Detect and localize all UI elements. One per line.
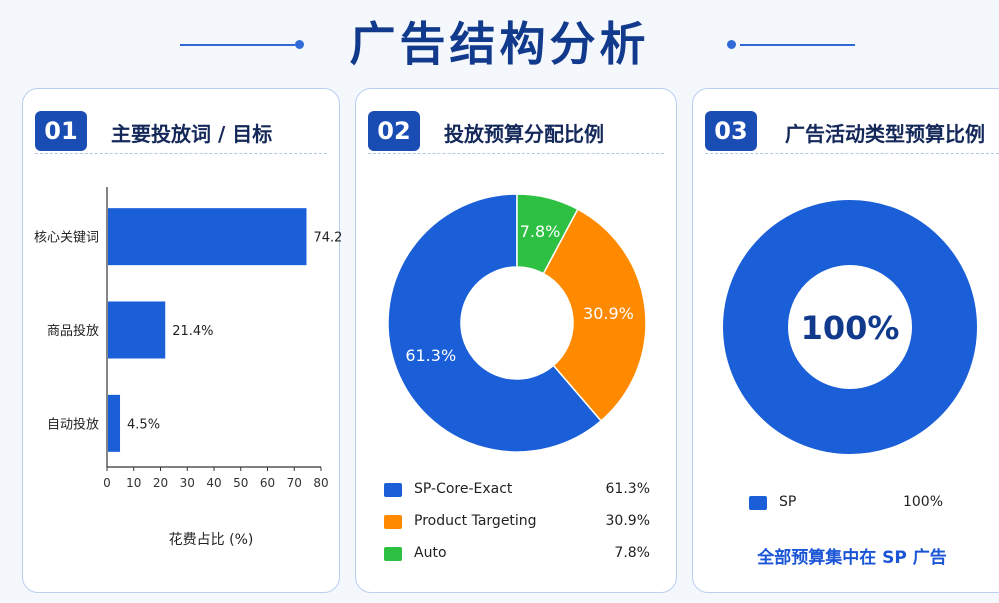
x-axis-label: 花费占比 (%) xyxy=(169,532,254,548)
bar-value-label: 4.5% xyxy=(127,417,160,432)
y-tick-label: 商品投放 xyxy=(47,323,99,339)
title-decoration-line-right xyxy=(740,44,855,46)
title-decoration-dot-right xyxy=(727,40,736,49)
x-tick-label: 0 xyxy=(103,476,111,490)
legend-item-auto: Auto 7.8% xyxy=(384,545,650,567)
card-number-badge: 03 xyxy=(705,111,757,151)
card-header: 01 主要投放词 / 目标 xyxy=(35,103,327,154)
x-tick-label: 70 xyxy=(287,476,302,490)
legend-label: SP-Core-Exact xyxy=(414,481,513,497)
donut-chart-allocation: 61.3% 30.9% 7.8% xyxy=(387,193,647,453)
legend-value: 61.3% xyxy=(605,481,650,497)
page-header: 广告结构分析 xyxy=(0,0,999,82)
x-tick-label: 60 xyxy=(260,476,275,490)
bar-value-label: 74.2% xyxy=(313,231,341,246)
legend-value: 30.9% xyxy=(605,513,650,529)
card-header: 03 广告活动类型预算比例 xyxy=(705,103,999,154)
bar-value-label: 21.4% xyxy=(172,324,213,339)
page-title: 广告结构分析 xyxy=(349,17,650,71)
legend-label: Product Targeting xyxy=(414,513,537,529)
y-tick-label: 核心关键词 xyxy=(34,231,99,246)
card-number-badge: 01 xyxy=(35,111,87,151)
slice-value-label: 61.3% xyxy=(405,346,456,365)
x-tick-label: 40 xyxy=(206,476,221,490)
donut-slice xyxy=(542,208,647,422)
card-title: 投放预算分配比例 xyxy=(444,122,604,146)
x-tick-label: 30 xyxy=(180,476,195,490)
legend-swatch xyxy=(384,515,402,529)
bar xyxy=(108,208,307,266)
y-tick-label: 自动投放 xyxy=(47,416,99,432)
legend-swatch xyxy=(384,483,402,497)
slice-value-label: 30.9% xyxy=(583,304,634,323)
card-number-badge: 02 xyxy=(368,111,420,151)
x-tick-label: 10 xyxy=(126,476,141,490)
card-title: 广告活动类型预算比例 xyxy=(785,122,985,146)
card-campaign-type: 03 广告活动类型预算比例 100% SP 100% 全部预算集中在 SP 广告 xyxy=(692,88,999,593)
x-tick-label: 50 xyxy=(233,476,248,490)
card-title: 主要投放词 / 目标 xyxy=(111,122,273,146)
card-header: 02 投放预算分配比例 xyxy=(368,103,664,154)
card-budget-allocation: 02 投放预算分配比例 61.3% 30.9% 7.8% SP-Core-Exact… xyxy=(355,88,677,593)
legend-item-product-targeting: Product Targeting 30.9% xyxy=(384,513,650,535)
donut-slice xyxy=(387,193,603,453)
donut-chart-campaign-type: 100% xyxy=(723,200,977,454)
legend-value: 7.8% xyxy=(614,545,650,561)
x-tick-label: 80 xyxy=(313,476,328,490)
legend-swatch xyxy=(384,547,402,561)
bar-chart: 0 10 20 30 40 50 60 70 80 核心关键词 74.2% 商品投放 21.4% 自动投放… xyxy=(34,187,341,548)
bar xyxy=(108,394,121,452)
legend-item-sp-core-exact: SP-Core-Exact 61.3% xyxy=(384,481,650,503)
title-decoration-dot-left xyxy=(295,40,304,49)
donut-slice xyxy=(723,200,977,454)
bar xyxy=(108,301,166,359)
slice-value-label: 7.8% xyxy=(520,222,561,241)
card-target-keywords: 01 主要投放词 / 目标 0 10 20 30 40 50 60 70 80 核心关键词 74.2… xyxy=(22,88,341,593)
title-decoration-line-left xyxy=(180,44,295,46)
legend-item-sp: SP 100% xyxy=(749,494,943,516)
donut-slice xyxy=(516,193,579,275)
legend-value: 100% xyxy=(902,494,943,510)
x-tick-label: 20 xyxy=(153,476,168,490)
donut-center-label: 100% xyxy=(801,309,900,347)
legend-swatch xyxy=(749,496,767,510)
summary-text: 全部预算集中在 SP 广告 xyxy=(757,548,947,568)
legend-label: Auto xyxy=(414,545,447,561)
legend-label: SP xyxy=(779,494,797,510)
